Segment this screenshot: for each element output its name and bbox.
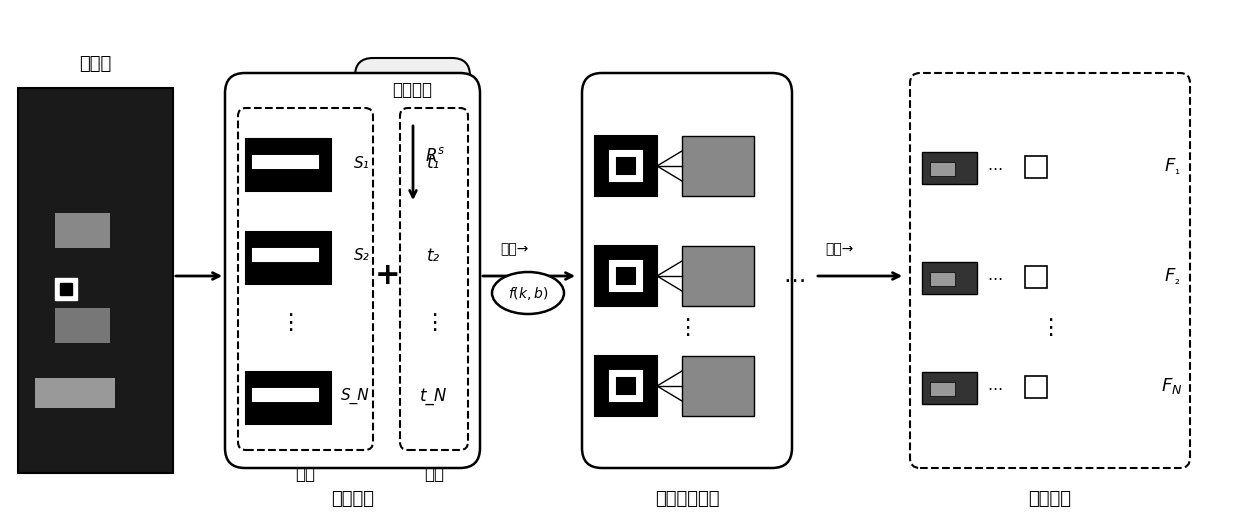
FancyBboxPatch shape — [582, 73, 792, 468]
FancyBboxPatch shape — [253, 156, 318, 168]
FancyBboxPatch shape — [253, 389, 318, 401]
Text: $f(k,b)$: $f(k,b)$ — [508, 285, 548, 301]
Text: 空间特征: 空间特征 — [1028, 490, 1072, 508]
FancyBboxPatch shape — [19, 88, 173, 473]
Text: …: … — [784, 266, 807, 286]
FancyBboxPatch shape — [247, 232, 331, 284]
FancyBboxPatch shape — [930, 382, 955, 396]
FancyBboxPatch shape — [930, 162, 955, 176]
FancyBboxPatch shape — [617, 268, 636, 284]
FancyBboxPatch shape — [610, 261, 642, 291]
FancyBboxPatch shape — [59, 283, 72, 295]
Text: t₁: t₁ — [427, 154, 441, 172]
Text: 卷积神经网络: 卷积神经网络 — [654, 490, 720, 508]
FancyBboxPatch shape — [55, 308, 110, 343]
FancyBboxPatch shape — [595, 246, 657, 306]
Text: 输出→: 输出→ — [825, 242, 854, 256]
FancyBboxPatch shape — [595, 356, 657, 416]
FancyBboxPatch shape — [55, 278, 77, 300]
FancyBboxPatch shape — [610, 371, 642, 401]
FancyBboxPatch shape — [253, 249, 318, 261]
FancyBboxPatch shape — [617, 158, 636, 174]
Text: S₁: S₁ — [354, 156, 370, 171]
FancyBboxPatch shape — [681, 356, 755, 416]
Text: 样本: 样本 — [295, 465, 316, 483]
Text: S₂: S₂ — [354, 249, 370, 263]
Text: +: + — [375, 261, 400, 290]
FancyBboxPatch shape — [1025, 266, 1047, 288]
FancyBboxPatch shape — [922, 262, 978, 294]
FancyBboxPatch shape — [55, 213, 110, 248]
FancyBboxPatch shape — [922, 152, 978, 184]
Ellipse shape — [492, 272, 564, 314]
FancyBboxPatch shape — [238, 108, 373, 450]
Text: 标签: 标签 — [424, 465, 444, 483]
Text: 感受野: 感受野 — [79, 55, 112, 73]
Text: t₂: t₂ — [427, 247, 441, 265]
FancyBboxPatch shape — [681, 136, 755, 196]
Text: …: … — [987, 158, 1002, 174]
Text: 参照数据: 参照数据 — [393, 81, 432, 99]
Text: $F_{₂}$: $F_{₂}$ — [1163, 266, 1181, 286]
Text: …: … — [987, 379, 1002, 393]
Text: t_N: t_N — [420, 387, 447, 405]
Text: $F_{N}$: $F_{N}$ — [1161, 376, 1183, 396]
Text: 输入→: 输入→ — [501, 242, 528, 256]
FancyBboxPatch shape — [610, 151, 642, 181]
Text: ⋮: ⋮ — [676, 318, 698, 338]
FancyBboxPatch shape — [225, 73, 479, 468]
FancyBboxPatch shape — [35, 378, 115, 408]
Text: …: … — [987, 269, 1002, 284]
Text: 训练数据: 训练数据 — [331, 490, 374, 508]
FancyBboxPatch shape — [909, 73, 1189, 468]
Text: ⋮: ⋮ — [422, 313, 445, 333]
Text: ⋮: ⋮ — [279, 313, 301, 333]
Text: ⋮: ⋮ — [1038, 318, 1061, 338]
FancyBboxPatch shape — [247, 139, 331, 191]
Text: S_N: S_N — [342, 388, 370, 404]
Text: $R^s$: $R^s$ — [425, 147, 445, 165]
FancyBboxPatch shape — [681, 246, 755, 306]
Text: $F_{₁}$: $F_{₁}$ — [1163, 156, 1181, 176]
FancyBboxPatch shape — [930, 272, 955, 286]
FancyBboxPatch shape — [595, 136, 657, 196]
FancyBboxPatch shape — [617, 378, 636, 394]
FancyBboxPatch shape — [400, 108, 468, 450]
FancyBboxPatch shape — [1025, 156, 1047, 178]
FancyBboxPatch shape — [1025, 376, 1047, 398]
FancyBboxPatch shape — [356, 58, 470, 123]
FancyBboxPatch shape — [247, 372, 331, 424]
FancyBboxPatch shape — [922, 372, 978, 404]
